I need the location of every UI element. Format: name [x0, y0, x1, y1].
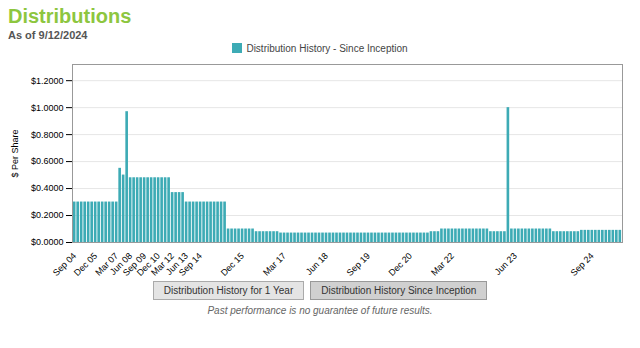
svg-text:Mar 22: Mar 22 [429, 251, 456, 278]
svg-text:Dec 15: Dec 15 [219, 251, 246, 278]
svg-text:Jun 23: Jun 23 [493, 251, 519, 277]
html-text:Distribution History - Since I: Distribution History - Since Inception [246, 43, 408, 54]
svg-text:Mar 17: Mar 17 [261, 251, 288, 278]
svg-text:$0.6000: $0.6000 [31, 156, 64, 166]
html-text:Distribution History for 1 Yea: Distribution History for 1 Year [163, 285, 294, 296]
html-text:Distribution History Since Inc: Distribution History Since Inception [321, 285, 477, 296]
svg-text:Sep 19: Sep 19 [345, 251, 372, 278]
svg-text:$ Per Share: $ Per Share [10, 129, 20, 177]
svg-text:Sep 24: Sep 24 [569, 251, 596, 278]
svg-text:$1.2000: $1.2000 [31, 76, 64, 86]
svg-text:Sep 14: Sep 14 [177, 251, 204, 278]
svg-text:Sep 09: Sep 09 [120, 250, 149, 278]
svg-text:$0.8000: $0.8000 [31, 130, 64, 140]
svg-text:$1.0000: $1.0000 [31, 103, 64, 113]
html-text:Past performance is no guarant: Past performance is no guarantee of futu… [207, 305, 433, 316]
svg-text:Sep 04: Sep 04 [50, 250, 79, 278]
svg-text:Jun 08: Jun 08 [107, 250, 135, 277]
svg-text:Jun 13: Jun 13 [163, 250, 191, 277]
svg-text:$0.0000: $0.0000 [31, 237, 64, 247]
svg-text:Mar 07: Mar 07 [93, 250, 121, 278]
html-text:As of 9/12/2024: As of 9/12/2024 [8, 29, 88, 41]
svg-text:Dec 10: Dec 10 [134, 250, 163, 278]
svg-text:Mar 12: Mar 12 [149, 250, 177, 278]
svg-text:Dec 05: Dec 05 [72, 251, 99, 278]
svg-text:Jun 18: Jun 18 [304, 251, 330, 277]
svg-text:$0.2000: $0.2000 [31, 210, 64, 220]
html-text:Distributions: Distributions [8, 5, 132, 27]
svg-text:Dec 20: Dec 20 [387, 251, 414, 278]
svg-text:$0.4000: $0.4000 [31, 183, 64, 193]
